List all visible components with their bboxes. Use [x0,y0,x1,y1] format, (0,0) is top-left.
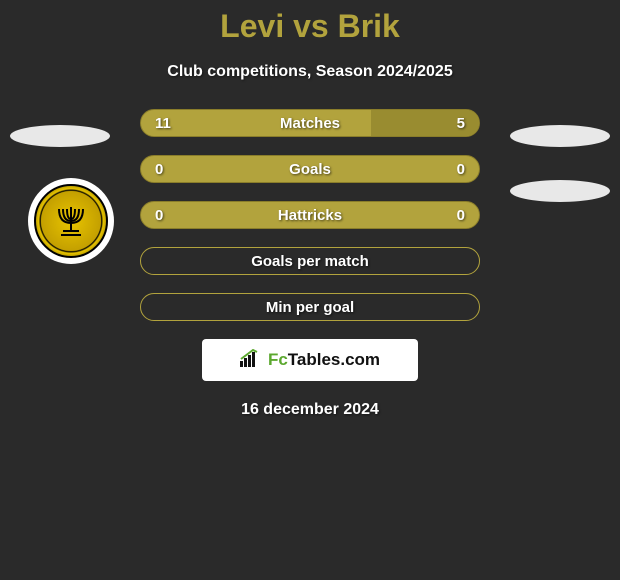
footer-date: 16 december 2024 [0,401,620,419]
player-left-placeholder [10,125,110,147]
page-subtitle: Club competitions, Season 2024/2025 [0,63,620,81]
stat-bar: 0Goals0 [140,155,480,183]
stat-bar: Min per goal [140,293,480,321]
stat-bar: 0Hattricks0 [140,201,480,229]
club-crest-icon [34,184,108,258]
player-right-placeholder-2 [510,180,610,202]
stat-label: Min per goal [141,299,479,316]
club-badge [28,178,114,264]
bars-chart-icon [240,349,262,372]
stat-label: Matches [141,115,479,132]
stat-right-value: 5 [457,115,465,132]
brand-text: FcTables.com [268,350,380,370]
brand-logo[interactable]: FcTables.com [202,339,418,381]
stat-label: Hattricks [141,207,479,224]
stat-bar: Goals per match [140,247,480,275]
stat-right-value: 0 [457,207,465,224]
stat-right-value: 0 [457,161,465,178]
stats-container: 11Matches50Goals00Hattricks0Goals per ma… [140,109,480,321]
menorah-icon [51,201,91,241]
player-right-placeholder-1 [510,125,610,147]
stat-label: Goals [141,161,479,178]
stat-label: Goals per match [141,253,479,270]
page-title: Levi vs Brik [0,0,620,45]
stat-bar: 11Matches5 [140,109,480,137]
